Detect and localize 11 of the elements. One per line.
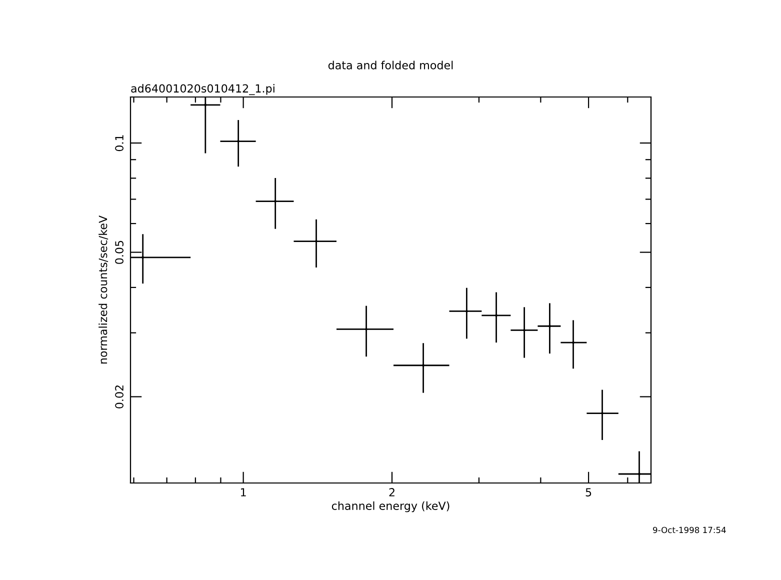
chart-title: data and folded model: [328, 60, 453, 70]
y-tick-label: 0.1: [115, 135, 124, 152]
chart-subtitle: ad64001020s010412_1.pi: [131, 84, 274, 96]
y-tick-label: 0.05: [115, 240, 124, 264]
x-tick-label: 1: [241, 488, 246, 496]
x-axis-title: channel energy (keV): [332, 501, 450, 512]
x-tick-label: 5: [586, 488, 592, 496]
y-axis-title: normalized counts/sec/keV: [98, 216, 108, 364]
y-tick-label: 0.02: [115, 385, 124, 408]
x-tick-label: 2: [389, 488, 394, 496]
text: 9-Oct-1998 17:54: [653, 526, 726, 534]
